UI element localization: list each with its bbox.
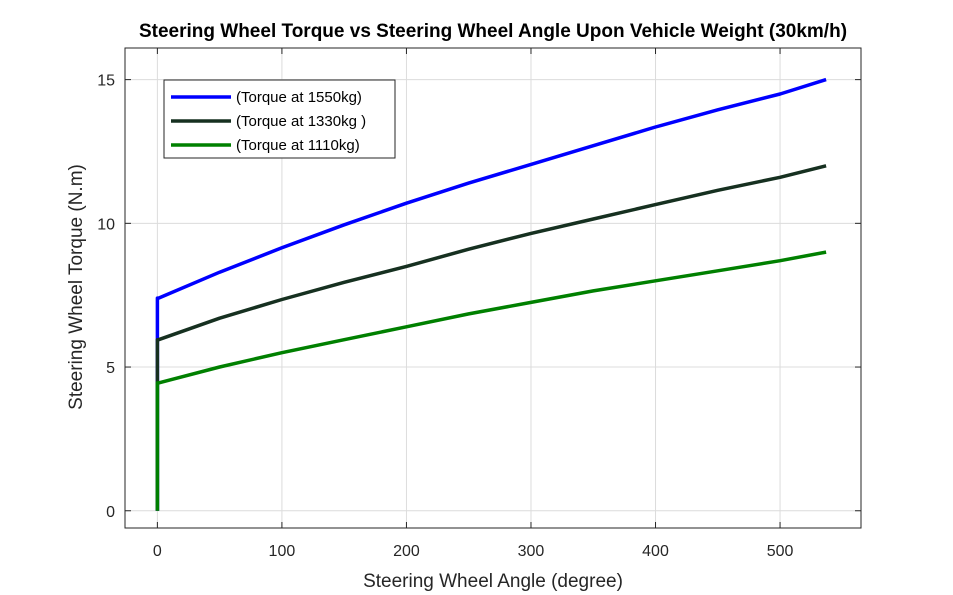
y-axis-label: Steering Wheel Torque (N.m) — [66, 164, 87, 410]
x-tick-label: 400 — [642, 543, 669, 560]
axes-box — [124, 47, 862, 529]
series-line-1 — [155, 77, 827, 511]
x-tick-label: 100 — [269, 543, 296, 560]
legend-label-2: (Torque at 1330kg ) — [236, 113, 366, 130]
x-tick-label: 0 — [153, 543, 162, 560]
legend: (Torque at 1550kg) (Torque at 1330kg ) (To… — [163, 79, 396, 159]
series-line-3 — [155, 250, 827, 511]
y-tick-label: 5 — [106, 360, 115, 377]
y-tick-label: 15 — [97, 73, 115, 90]
series-line-2 — [155, 164, 827, 511]
axis-ticks: 0 100 200 300 400 500 0 5 10 15 — [97, 48, 861, 560]
y-tick-label: 0 — [106, 504, 115, 521]
x-tick-label: 200 — [393, 543, 420, 560]
x-tick-label: 500 — [767, 543, 794, 560]
x-axis-label: Steering Wheel Angle (degree) — [363, 571, 623, 592]
chart-title: Steering Wheel Torque vs Steering Wheel … — [139, 21, 847, 42]
legend-label-3: (Torque at 1110kg) — [236, 137, 360, 154]
x-tick-label: 300 — [518, 543, 545, 560]
series-lines — [155, 77, 827, 511]
legend-label-1: (Torque at 1550kg) — [236, 89, 362, 106]
y-tick-label: 10 — [97, 216, 115, 233]
